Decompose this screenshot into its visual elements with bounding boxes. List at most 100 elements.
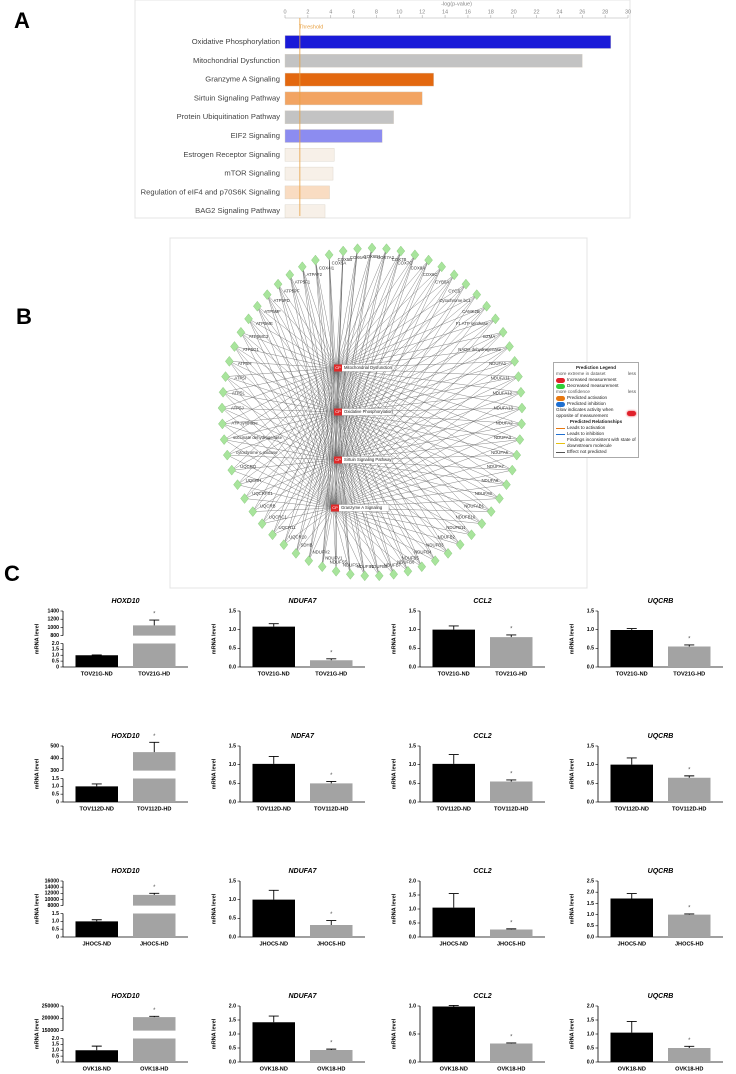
category-label: EIF2 Signaling xyxy=(231,131,280,140)
network-node xyxy=(389,568,398,580)
y-axis-title: mRNA level xyxy=(569,758,575,789)
network-node xyxy=(417,561,427,573)
network-node xyxy=(253,300,262,312)
significance-mark: * xyxy=(330,773,333,779)
y-tick-label: 400 xyxy=(50,756,59,762)
edge xyxy=(267,294,334,509)
y-tick-label: 0.0 xyxy=(409,664,416,670)
category-label: Protein Ubiquitination Pathway xyxy=(177,112,281,121)
edge xyxy=(332,423,522,509)
edge xyxy=(315,260,337,413)
chart-title: NDUFA7 xyxy=(288,598,317,605)
edge xyxy=(231,367,337,471)
hub-tag-box xyxy=(331,504,339,512)
x-tick-label: 18 xyxy=(488,9,494,15)
y-tick-label: 1.0 xyxy=(409,1003,416,1009)
category-label: TOV21G-HD xyxy=(495,671,527,677)
network-node xyxy=(227,464,237,476)
network-node xyxy=(324,249,334,261)
y-tick-label: 1.5 xyxy=(229,608,236,614)
edge xyxy=(335,332,504,369)
legend-text: Leads to inhibition xyxy=(567,431,605,436)
chart-title: NDUFA7 xyxy=(288,868,317,875)
y-tick-label: 1.0 xyxy=(229,897,236,903)
y-tick-label: 0.0 xyxy=(587,1059,594,1065)
network-node xyxy=(298,261,307,273)
category-label: TOV112D-HD xyxy=(672,806,706,812)
edge xyxy=(335,411,394,575)
node-label: NDUFA11 xyxy=(491,376,511,381)
edge xyxy=(335,459,365,576)
y-tick-label: 2.0 xyxy=(229,1003,236,1009)
y-tick-label: 0.5 xyxy=(52,658,59,664)
y-tick-label: 0 xyxy=(56,664,59,670)
edge xyxy=(332,248,358,509)
edge xyxy=(222,423,337,461)
y-tick-label: 1.0 xyxy=(409,762,416,768)
node-label: CAMK2B xyxy=(462,309,480,314)
y-tick-label: 1400 xyxy=(47,608,59,614)
x-tick-label: 0 xyxy=(283,9,286,15)
category-label: TOV21G-ND xyxy=(258,671,290,677)
edge xyxy=(332,484,507,509)
hub-label: Oxidative Phosphorylation xyxy=(344,409,393,414)
edge xyxy=(335,274,455,369)
edge xyxy=(244,411,337,499)
network-node xyxy=(505,341,514,352)
error-bar xyxy=(149,619,160,626)
network-node xyxy=(279,539,289,550)
edge xyxy=(295,411,337,554)
y-tick-label: 1.0 xyxy=(52,919,59,925)
y-tick-label: 1.5 xyxy=(52,647,59,653)
edge xyxy=(252,507,334,512)
edge xyxy=(222,411,337,425)
edge xyxy=(322,459,337,567)
significance-mark: * xyxy=(510,920,513,926)
edge xyxy=(335,260,429,461)
y-axis-title: mRNA level xyxy=(569,1018,575,1049)
y-tick-label: 1.5 xyxy=(229,1017,236,1023)
y-tick-label: 2.0 xyxy=(52,1036,59,1042)
legend-text: less xyxy=(627,371,636,376)
edge xyxy=(315,260,334,509)
edge xyxy=(222,367,337,425)
y-tick-label: 1.0 xyxy=(229,1031,236,1037)
edge xyxy=(237,484,334,509)
y-tick-label: 1.5 xyxy=(587,1017,594,1023)
edge xyxy=(229,361,337,461)
edge xyxy=(335,306,487,413)
y-tick-label: 0.5 xyxy=(52,1053,59,1059)
x-tick-label: 26 xyxy=(579,9,585,15)
y-tick-label: 1.5 xyxy=(587,743,594,749)
y-tick-label: 1.0 xyxy=(52,1048,59,1054)
bar xyxy=(432,907,475,937)
edge xyxy=(322,367,337,567)
significance-mark: * xyxy=(153,734,156,740)
edge xyxy=(252,459,337,512)
x-tick-label: 30 xyxy=(625,9,631,15)
edge xyxy=(328,254,337,369)
hub-tag: CP xyxy=(335,409,341,414)
y-tick-label: 2.0 xyxy=(587,890,594,896)
bar xyxy=(284,129,383,143)
y-tick-label: 1.5 xyxy=(52,1042,59,1048)
chart-title: NDUFA7 xyxy=(288,993,317,1000)
network-node xyxy=(346,568,355,580)
bar xyxy=(432,1006,475,1062)
legend-text: Decreased measurement xyxy=(567,383,619,388)
edge xyxy=(335,251,401,461)
edge xyxy=(223,392,337,461)
category-label: Mitochondrial Dysfunction xyxy=(193,56,280,65)
edge xyxy=(332,439,520,509)
node-label: NDUFB5 xyxy=(402,555,420,560)
edge xyxy=(302,266,337,461)
bar xyxy=(668,1048,711,1062)
edge xyxy=(248,318,337,461)
chart-title: HOXD10 xyxy=(111,868,139,875)
error-bar xyxy=(268,889,279,900)
hub-tag: CP xyxy=(335,365,341,370)
y-tick-label: 1.0 xyxy=(229,762,236,768)
legend-text: Glow indicates activity when opposite of… xyxy=(556,407,614,418)
bar xyxy=(284,72,434,87)
y-tick-label: 2.5 xyxy=(587,878,594,884)
